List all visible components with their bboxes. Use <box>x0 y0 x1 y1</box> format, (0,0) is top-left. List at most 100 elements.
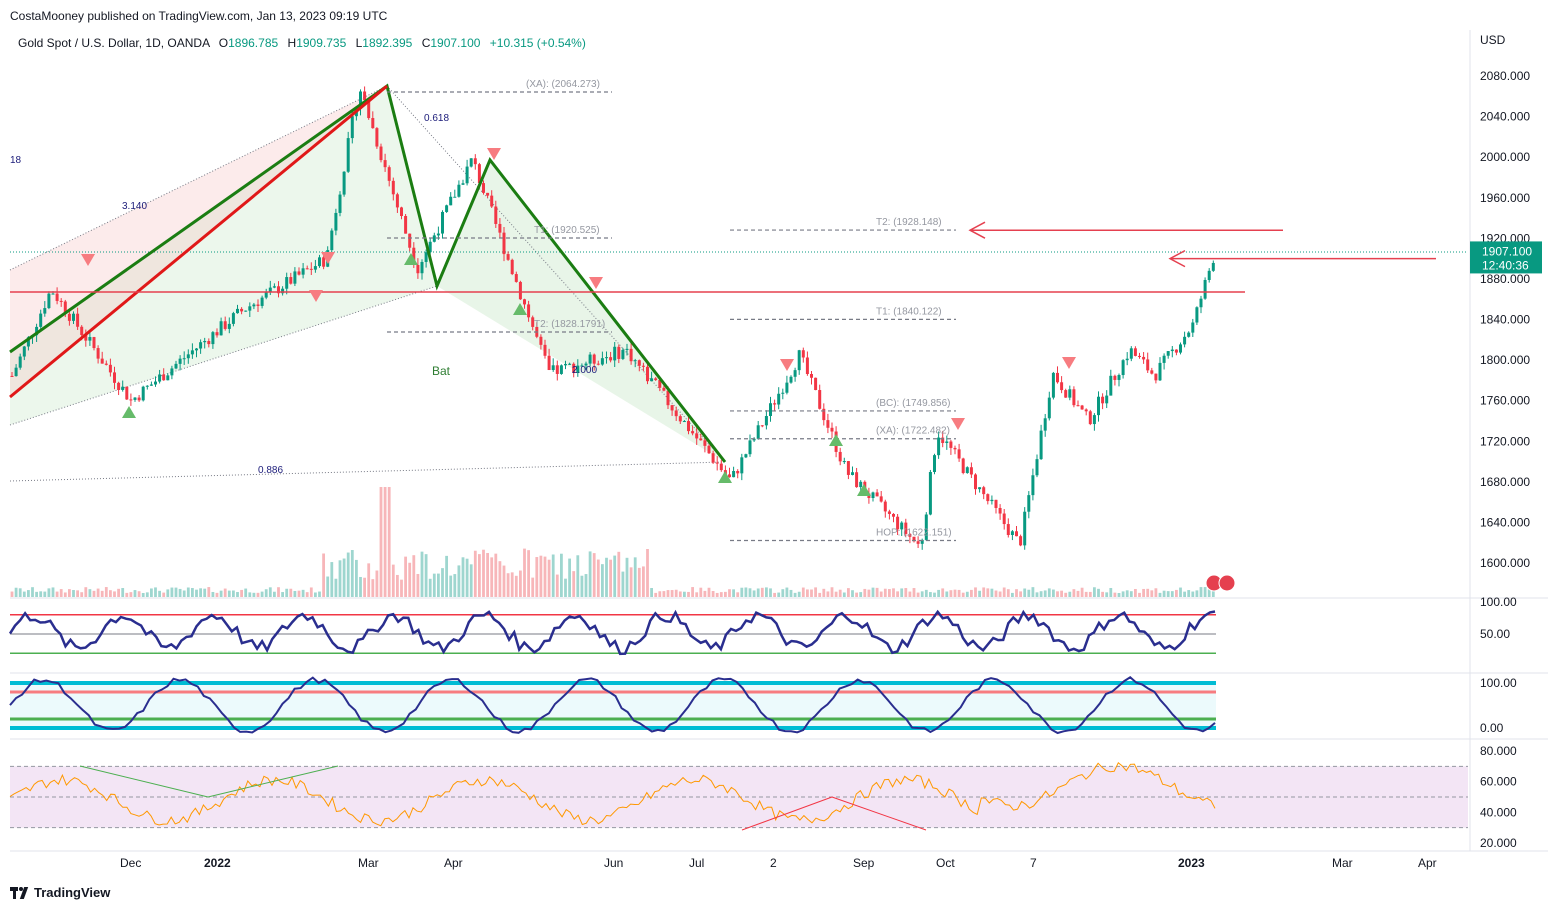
candle-body <box>518 281 522 300</box>
candle-body <box>941 437 945 444</box>
volume-bar <box>814 587 817 597</box>
ratio-label: 2.000 <box>572 365 597 376</box>
candle-body <box>1158 362 1162 381</box>
volume-bar <box>293 590 297 597</box>
candle-body <box>133 397 137 400</box>
sell-signal-triangle <box>81 254 95 266</box>
volume-bar <box>342 558 346 597</box>
candle-body <box>580 365 584 367</box>
candle-body <box>621 349 625 359</box>
candle-body <box>26 337 30 347</box>
volume-bar <box>592 553 596 597</box>
candle-body <box>469 158 473 167</box>
candle-body <box>113 372 116 383</box>
volume-bar <box>371 579 375 597</box>
volume-bar <box>1105 592 1109 597</box>
volume-bar <box>789 589 793 597</box>
candle-body <box>1010 531 1014 535</box>
tradingview-logo-icon <box>10 886 29 899</box>
volume-bar <box>736 592 740 597</box>
candle-body <box>1150 370 1154 374</box>
candle-body <box>596 363 600 365</box>
candle-body <box>211 332 215 345</box>
x-tick-label: Apr <box>444 856 463 870</box>
tradingview-logo[interactable]: TradingView <box>10 885 110 900</box>
volume-bar <box>498 561 502 597</box>
volume-bar <box>68 589 71 597</box>
volume-bar <box>1068 591 1072 597</box>
volume-bar <box>473 550 477 597</box>
candle-body <box>494 206 498 224</box>
volume-bar <box>1134 588 1137 597</box>
candle-body <box>855 472 859 488</box>
candle-body <box>859 481 863 488</box>
volume-bar <box>285 588 289 597</box>
candle-body <box>945 441 949 444</box>
buy-signal-triangle <box>404 253 418 265</box>
divergence-line <box>741 796 833 831</box>
currency-label: USD <box>1480 33 1506 47</box>
candle-body <box>219 321 223 336</box>
volume-bar <box>514 575 518 597</box>
candle-body <box>756 425 760 439</box>
volume-bar <box>797 591 801 597</box>
stochastic-line <box>9 676 1216 735</box>
candle-body <box>1211 262 1215 271</box>
candle-body <box>473 158 477 165</box>
volume-bar <box>715 592 719 597</box>
candle-body <box>1125 358 1129 361</box>
candle-body <box>1191 322 1195 333</box>
volume-bar <box>47 588 51 597</box>
rsi-line <box>9 762 1216 827</box>
volume-bar <box>424 554 428 597</box>
volume-bar <box>949 590 953 597</box>
high-label: H <box>287 36 297 50</box>
volume-bar <box>744 587 748 597</box>
pane2-y-tick: 0.00 <box>1480 721 1504 735</box>
candle-body <box>215 332 219 336</box>
volume-bar <box>207 587 211 597</box>
volume-bar <box>391 564 395 597</box>
volume-bar <box>478 554 481 597</box>
candle-body <box>559 365 563 374</box>
candle-body <box>322 257 326 267</box>
candle-body <box>449 196 453 206</box>
volume-bar <box>1199 587 1203 597</box>
arrow-head <box>1168 249 1186 268</box>
volume-bar <box>613 555 617 597</box>
candle-body <box>371 118 375 129</box>
candle-body <box>1068 389 1072 398</box>
candle-body <box>301 268 305 275</box>
candles <box>10 86 1215 550</box>
pane1-y-tick: 100.00 <box>1480 595 1517 609</box>
volume-bar <box>1195 590 1199 597</box>
volume-bar <box>109 590 112 597</box>
symbol-name[interactable]: Gold Spot / U.S. Dollar, 1D, OANDA <box>18 36 210 50</box>
brand-name: TradingView <box>34 885 111 900</box>
guide-line <box>9 461 726 482</box>
volume-bars <box>10 487 1215 597</box>
candle-body <box>281 288 285 294</box>
volume-bar <box>527 550 530 597</box>
candle-body <box>1166 351 1170 356</box>
candle-body <box>851 472 854 475</box>
volume-bar <box>84 587 88 597</box>
stoch-band-fill <box>10 683 1216 728</box>
volume-bar <box>678 591 682 597</box>
volume-bar <box>1187 590 1191 597</box>
candle-body <box>748 440 752 455</box>
buy-signal-triangle <box>829 434 843 446</box>
volume-bar <box>584 574 588 597</box>
candle-body <box>1051 372 1055 398</box>
x-tick-label: 7 <box>1030 856 1037 870</box>
candle-body <box>1006 524 1010 535</box>
volume-bar <box>400 579 403 597</box>
candle-body <box>760 425 764 427</box>
candle-body <box>67 313 71 321</box>
volume-bar <box>953 589 957 597</box>
volume-bar <box>920 591 924 597</box>
candle-body <box>174 363 178 369</box>
candle-body <box>744 454 748 458</box>
t1-level-label: T1: (1920.525) <box>534 225 600 236</box>
